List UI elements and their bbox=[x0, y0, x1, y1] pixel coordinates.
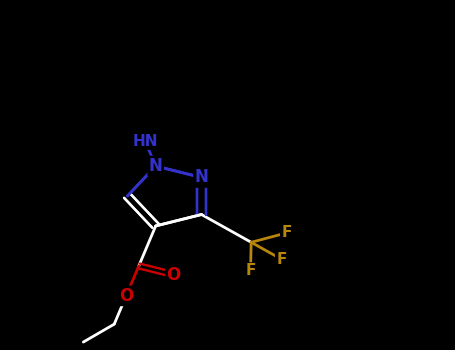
Text: O: O bbox=[167, 266, 181, 284]
Polygon shape bbox=[127, 166, 202, 226]
Text: F: F bbox=[245, 264, 256, 279]
Text: HN: HN bbox=[132, 134, 158, 149]
Text: F: F bbox=[276, 252, 287, 267]
Text: F: F bbox=[281, 225, 292, 240]
Text: O: O bbox=[119, 287, 133, 305]
Text: N: N bbox=[195, 168, 208, 187]
Text: N: N bbox=[149, 157, 162, 175]
